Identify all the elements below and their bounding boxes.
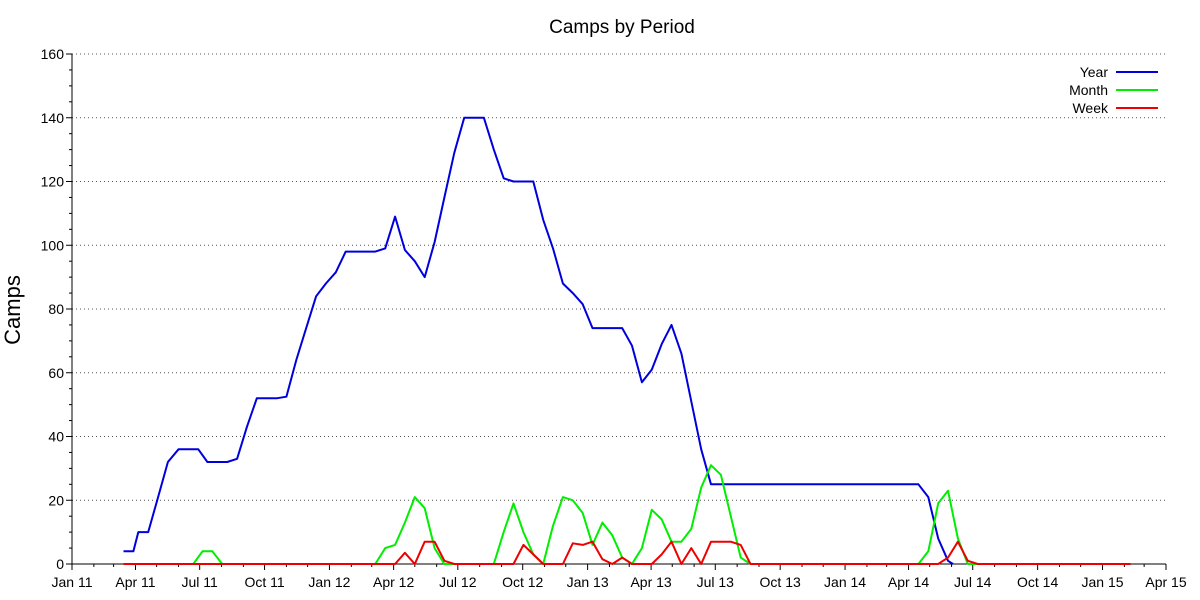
x-tick-label: Apr 15	[1145, 574, 1186, 590]
series-line-week	[123, 540, 1131, 565]
x-tick-label: Oct 12	[502, 574, 543, 590]
legend: Year Month Week	[1069, 64, 1158, 116]
x-tick-label: Jul 14	[954, 574, 992, 590]
x-tick-label: Jan 15	[1081, 574, 1123, 590]
x-tick-label: Oct 11	[244, 574, 284, 590]
x-tick-label: Apr 11	[115, 574, 155, 590]
grid-lines	[72, 53, 1166, 501]
y-tick-label: 160	[41, 46, 65, 62]
x-tick-label: Oct 14	[1017, 574, 1058, 590]
y-tick-label: 60	[48, 365, 64, 381]
x-tick-label: Jan 11	[52, 574, 93, 590]
y-tick-label: 20	[48, 492, 64, 508]
y-tick-label: 100	[41, 237, 65, 253]
x-tick-label: Apr 13	[630, 574, 671, 590]
y-tick-label: 80	[48, 301, 64, 317]
x-tick-label: Jul 13	[697, 574, 735, 590]
x-tick-label: Jul 12	[439, 574, 477, 590]
series-line-month	[123, 464, 1131, 565]
chart-title: Camps by Period	[549, 17, 695, 38]
x-tick-label: Apr 14	[888, 574, 929, 590]
series-lines	[123, 116, 1131, 565]
series-line-year	[123, 116, 954, 565]
x-tick-label: Jan 13	[567, 574, 609, 590]
x-tick-label: Jan 14	[824, 574, 866, 590]
y-tick-label: 120	[41, 174, 65, 190]
legend-label-week: Week	[1072, 100, 1109, 116]
x-tick-label: Jan 12	[308, 574, 350, 590]
legend-label-month: Month	[1069, 82, 1108, 98]
legend-label-year: Year	[1080, 64, 1109, 80]
axes: 0 20 40 60 80 100 120 140 160 Jan 11 Apr 11 Jul 11 O…	[41, 46, 1187, 590]
x-tick-label: Oct 13	[760, 574, 801, 590]
y-tick-label: 40	[48, 429, 64, 445]
y-tick-label: 0	[56, 556, 64, 572]
y-tick-label: 140	[41, 110, 65, 126]
x-tick-label: Jul 11	[182, 574, 219, 590]
y-axis-label: Camps	[0, 275, 25, 345]
x-tick-label: Apr 12	[373, 574, 414, 590]
